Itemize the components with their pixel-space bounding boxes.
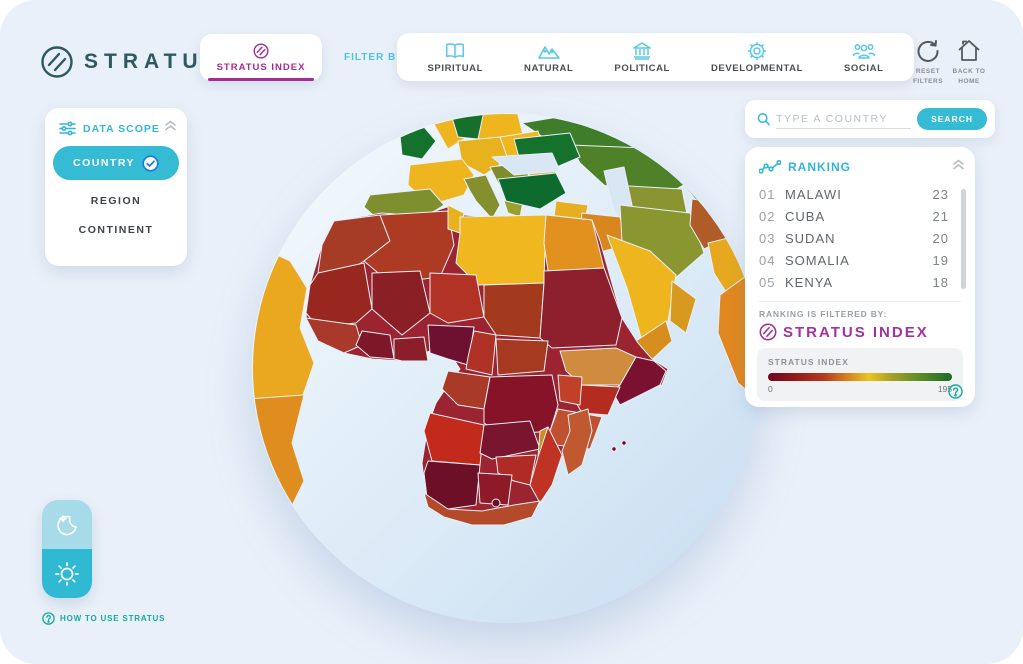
ranking-chart-icon: [759, 160, 781, 174]
filtered-by-value: STRATUS INDEX: [745, 319, 975, 348]
day-mode-button[interactable]: [42, 549, 92, 598]
ranking-row[interactable]: 05 KENYA 18: [759, 274, 949, 290]
question-circle-icon: [42, 612, 55, 625]
ranking-title: RANKING: [788, 160, 851, 174]
collapse-ranking-icon[interactable]: [952, 159, 965, 170]
how-to-use-link[interactable]: HOW TO USE STRATUS: [42, 612, 165, 625]
people-icon: [852, 43, 875, 59]
divider: [759, 301, 961, 302]
legend-gradient-bar: [768, 373, 952, 381]
world-globe[interactable]: [252, 113, 762, 623]
reset-icon: [917, 40, 939, 62]
reset-filters-button[interactable]: RESET FILTERS: [905, 38, 951, 87]
ranking-row[interactable]: 03 SUDAN 20: [759, 230, 949, 246]
how-to-use-label: HOW TO USE STRATUS: [60, 614, 166, 623]
gear-icon: [747, 41, 766, 60]
filter-social[interactable]: SOCIAL: [844, 41, 884, 74]
filter-by-label: FILTER BY:: [344, 52, 408, 63]
sun-icon: [55, 561, 79, 586]
filter-political[interactable]: POLITICAL: [614, 41, 670, 74]
help-icon[interactable]: [948, 384, 963, 399]
tab-label: STRATUS INDEX: [216, 61, 306, 73]
stratus-index-legend: STRATUS INDEX 0 195: [757, 348, 963, 401]
check-circle-icon: [142, 154, 159, 172]
ranking-row[interactable]: 04 SOMALIA 19: [759, 252, 949, 268]
filter-natural[interactable]: NATURAL: [524, 41, 573, 74]
stratus-logo-icon: [41, 46, 73, 78]
bank-icon: [633, 41, 651, 60]
data-scope-panel: DATA SCOPE COUNTRY REGION CONTINENT: [45, 108, 187, 266]
home-icon: [958, 40, 980, 61]
mountains-icon: [537, 45, 560, 59]
book-icon: [446, 42, 465, 58]
tab-stratus-index[interactable]: STRATUS INDEX: [200, 34, 322, 81]
ranking-list: 01 MALAWI 23 02 CUBA 21 03 SUDAN 20 04 S…: [745, 181, 975, 297]
night-mode-button[interactable]: [42, 500, 92, 549]
stratus-index-icon: [759, 323, 777, 341]
search-button[interactable]: SEARCH: [917, 108, 987, 130]
stratus-index-icon: [253, 42, 269, 59]
ranking-scrollbar[interactable]: [961, 189, 966, 289]
ranking-row[interactable]: 02 CUBA 21: [759, 208, 949, 224]
ranking-row[interactable]: 01 MALAWI 23: [759, 186, 949, 202]
country-search-card: SEARCH: [745, 100, 995, 138]
data-scope-title: DATA SCOPE: [83, 122, 160, 135]
sliders-icon: [59, 121, 76, 136]
filter-bar: SPIRITUAL NATURAL POLITICAL DEVELOPMENTA…: [397, 33, 914, 81]
legend-max: 195: [937, 384, 952, 394]
ranking-panel: RANKING 01 MALAWI 23 02 CUBA 21 03 SUDAN…: [745, 147, 975, 407]
legend-title: STRATUS INDEX: [768, 357, 849, 367]
tab-active-underline: [208, 78, 314, 81]
day-night-toggle: [42, 500, 92, 598]
filter-spiritual[interactable]: SPIRITUAL: [427, 41, 483, 74]
back-to-home-button[interactable]: BACK TO HOME: [946, 38, 992, 87]
scope-option-continent[interactable]: CONTINENT: [78, 224, 154, 236]
moon-icon: [57, 514, 77, 535]
logo-text: STRATUS: [84, 50, 224, 73]
legend-min: 0: [768, 384, 773, 394]
search-input[interactable]: [776, 109, 912, 129]
search-icon: [757, 113, 770, 126]
app-logo: STRATUS: [40, 45, 224, 79]
filter-developmental[interactable]: DEVELOPMENTAL: [711, 41, 803, 74]
scope-option-region[interactable]: REGION: [90, 195, 142, 207]
collapse-panel-icon[interactable]: [164, 120, 177, 131]
filtered-by-label: RANKING IS FILTERED BY:: [759, 309, 888, 319]
scope-option-country[interactable]: COUNTRY: [53, 146, 179, 180]
